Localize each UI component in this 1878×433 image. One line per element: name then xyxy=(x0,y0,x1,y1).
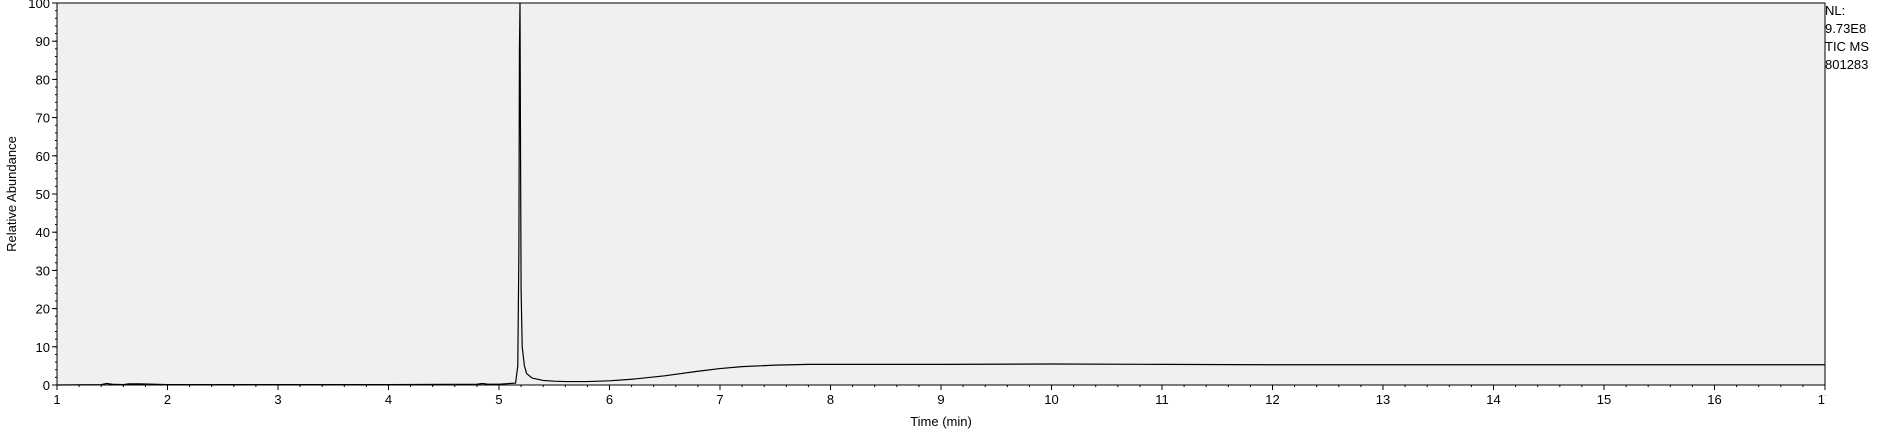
x-tick-label: 15 xyxy=(1597,392,1611,407)
x-tick-label: 12 xyxy=(1265,392,1279,407)
scan-info-panel: NL: 9.73E8 TIC MS 801283 xyxy=(1825,2,1869,74)
peak-label: 5.19 xyxy=(507,0,532,1)
x-tick-label: 17 xyxy=(1818,392,1826,407)
plot-area xyxy=(56,2,1826,386)
x-tick-label: 1 xyxy=(53,392,60,407)
x-tick-label: 2 xyxy=(164,392,171,407)
x-tick-label: 10 xyxy=(1044,392,1058,407)
y-tick-label: 40 xyxy=(36,225,50,240)
y-tick-label: 30 xyxy=(36,263,50,278)
x-tick-label: 3 xyxy=(274,392,281,407)
y-tick-label: 10 xyxy=(36,340,50,355)
x-tick-label: 16 xyxy=(1707,392,1721,407)
x-tick-label: 5 xyxy=(495,392,502,407)
x-tick-label: 7 xyxy=(716,392,723,407)
y-tick-label: 50 xyxy=(36,187,50,202)
nl-label: NL: xyxy=(1825,3,1846,18)
y-tick-label: 100 xyxy=(28,0,50,11)
x-tick-label: 11 xyxy=(1155,392,1169,407)
y-axis: 0 10 20 30 40 50 60 70 80 90 100 xyxy=(28,0,58,393)
y-tick-label: 0 xyxy=(43,378,50,393)
x-tick-label: 8 xyxy=(827,392,834,407)
peak-annotations: 5.19 xyxy=(507,0,532,1)
y-tick-label: 20 xyxy=(36,302,50,317)
nl-value: 9.73E8 xyxy=(1825,21,1867,36)
y-tick-label: 60 xyxy=(36,149,50,164)
y-tick-label: 80 xyxy=(36,72,50,87)
x-tick-label: 4 xyxy=(385,392,392,407)
chromatogram-chart: 1234567891011121314151617 01020304050607… xyxy=(4,0,1826,429)
x-axis: 1234567891011121314151617 xyxy=(53,384,1826,407)
y-tick-label: 70 xyxy=(36,111,50,126)
trace-type: TIC MS xyxy=(1825,39,1870,54)
x-tick-label: 14 xyxy=(1486,392,1500,407)
y-tick-label: 90 xyxy=(36,34,50,49)
x-tick-label: 13 xyxy=(1376,392,1390,407)
y-axis-label: Relative Abundance xyxy=(4,136,19,252)
x-tick-label: 6 xyxy=(606,392,613,407)
x-tick-label: 9 xyxy=(937,392,944,407)
x-axis-label: Time (min) xyxy=(910,414,972,429)
sample-id: 801283 xyxy=(1825,57,1869,72)
